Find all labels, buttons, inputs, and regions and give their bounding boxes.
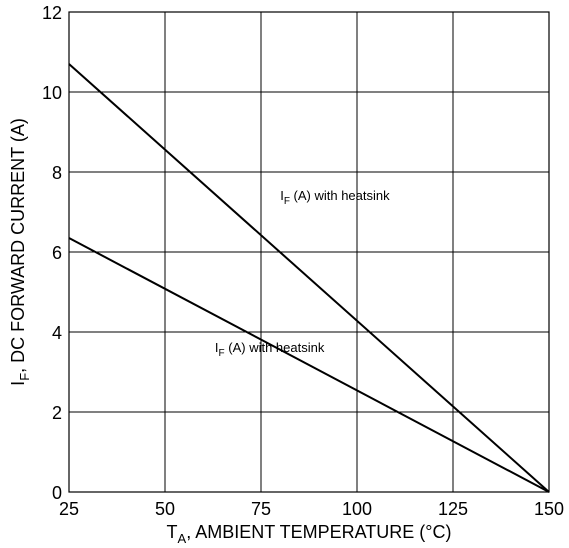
y-axis-title-main: I <box>8 381 28 386</box>
y-tick-label-5: 10 <box>42 83 62 103</box>
x-tick-label-1: 50 <box>155 499 175 519</box>
y-tick-labels: 0 2 4 6 8 10 12 <box>42 3 62 503</box>
x-axis-title-rest: , AMBIENT TEMPERATURE (°C) <box>186 522 451 542</box>
series-group <box>68 63 550 493</box>
x-axis-title-main: T <box>167 522 178 542</box>
x-axis-title-sub: A <box>178 531 187 546</box>
x-tick-label-5: 150 <box>534 499 564 519</box>
annotation-1-rest: (A) with heatsink <box>225 340 325 355</box>
y-tick-label-0: 0 <box>52 483 62 503</box>
y-tick-label-4: 8 <box>52 163 62 183</box>
x-axis-title: TA, AMBIENT TEMPERATURE (°C) <box>167 522 452 546</box>
x-tick-label-2: 75 <box>251 499 271 519</box>
annotation-0-main: I <box>280 188 284 203</box>
annotation-1-sub: F <box>219 348 225 359</box>
y-axis-title-rest: , DC FORWARD CURRENT (A) <box>8 118 28 373</box>
annotation-1: IF (A) with heatsink <box>215 340 325 359</box>
y-tick-label-6: 12 <box>42 3 62 23</box>
x-tick-label-0: 25 <box>59 499 79 519</box>
x-tick-label-3: 100 <box>342 499 372 519</box>
plot-frame <box>68 11 550 493</box>
series-line-1 <box>68 237 550 493</box>
annotation-0: IF (A) with heatsink <box>280 188 390 207</box>
x-tick-labels: 25 50 75 100 125 150 <box>59 499 564 519</box>
y-axis-title: IF, DC FORWARD CURRENT (A) <box>8 118 32 386</box>
annotation-0-sub: F <box>284 196 290 207</box>
grid-lines <box>69 12 549 492</box>
annotation-1-main: I <box>215 340 219 355</box>
y-tick-label-2: 4 <box>52 323 62 343</box>
y-tick-label-3: 6 <box>52 243 62 263</box>
y-axis-title-sub: F <box>17 373 32 381</box>
series-line-0 <box>68 63 550 493</box>
x-tick-label-4: 125 <box>438 499 468 519</box>
y-tick-label-1: 2 <box>52 403 62 423</box>
annotation-0-rest: (A) with heatsink <box>290 188 390 203</box>
